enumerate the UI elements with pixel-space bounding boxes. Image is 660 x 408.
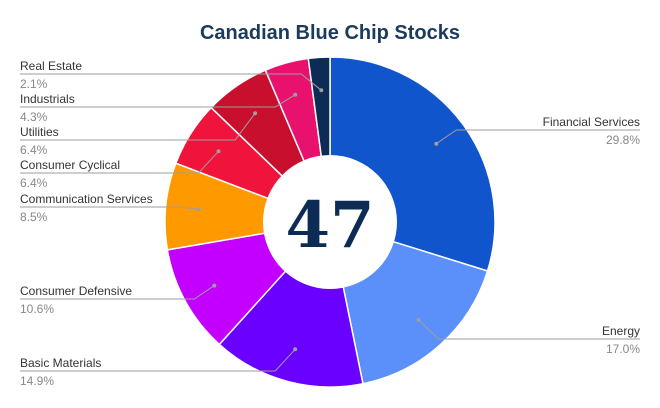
value-basic-materials: 14.9% [20,374,54,388]
leader-dot-utilities [253,111,258,116]
leader-dot-financial-services [434,141,439,146]
leader-dot-consumer-defensive [212,283,217,288]
leader-dot-real-estate [319,88,324,93]
label-energy: Energy [602,324,640,338]
value-financial-services: 29.8% [606,133,640,147]
leader-line-basic-materials [20,348,296,372]
leader-line-consumer-cyclical [20,150,219,174]
label-communication-services: Communication Services [20,192,153,206]
label-basic-materials: Basic Materials [20,356,101,370]
leader-dot-communication-services [196,207,201,212]
leader-line-energy [418,319,640,340]
label-utilities: Utilities [20,125,59,139]
chart-title: Canadian Blue Chip Stocks [200,22,460,44]
leader-dot-energy [416,317,421,322]
label-real-estate: Real Estate [20,59,82,73]
leader-line-consumer-defensive [20,285,215,300]
center-count: 47 [285,188,374,263]
label-financial-services: Financial Services [543,115,640,129]
value-consumer-cyclical: 6.4% [20,176,48,190]
leader-line-communication-services [20,206,199,210]
leader-dot-consumer-cyclical [216,149,221,154]
labels-group: Financial Services 29.8% Energy 17.0% Basic … [20,59,640,388]
value-industrials: 4.3% [20,110,48,124]
leader-line-financial-services [436,129,640,145]
value-communication-services: 8.5% [20,210,48,224]
leader-line-industrials [20,94,296,108]
donut-hole [263,155,397,289]
value-energy: 17.0% [606,342,640,356]
leader-line-utilities [20,113,256,141]
leader-line-real-estate [20,73,322,91]
value-real-estate: 2.1% [20,77,48,91]
label-consumer-cyclical: Consumer Cyclical [20,158,120,172]
value-consumer-defensive: 10.6% [20,302,54,316]
label-consumer-defensive: Consumer Defensive [20,284,132,298]
value-utilities: 6.4% [20,143,48,157]
label-industrials: Industrials [20,92,75,106]
leader-dot-basic-materials [293,347,298,352]
leader-dot-industrials [293,92,298,97]
